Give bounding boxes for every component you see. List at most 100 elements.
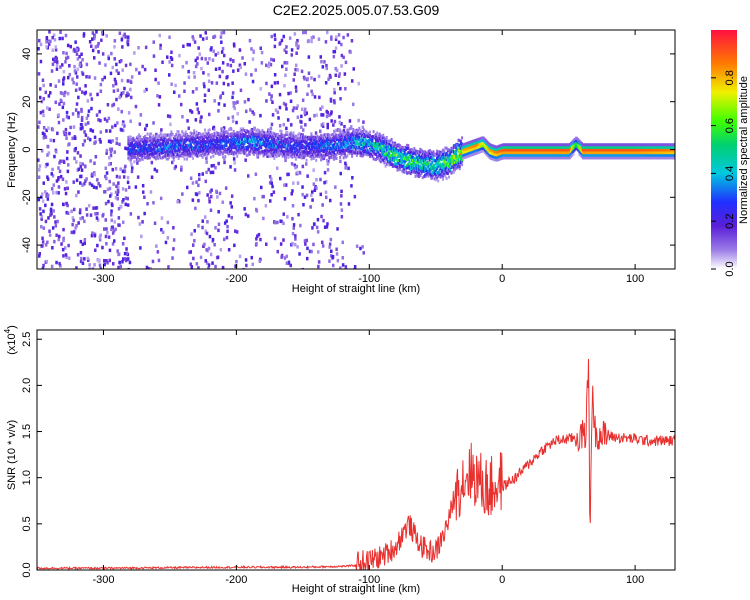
spectrogram-ridge-cell — [257, 140, 260, 144]
spectrogram-ridge-cell — [442, 156, 444, 160]
spectrogram-ridge-cell — [499, 154, 502, 158]
spectrogram-ridge-cell — [254, 144, 257, 147]
spectrogram-noise-cell — [304, 107, 307, 112]
spectrogram-ridge-cell — [571, 143, 574, 147]
spectrogram-noise-cell — [305, 193, 309, 198]
spectrogram-ridge-cell — [570, 155, 572, 158]
spectrogram-ridge-cell — [192, 132, 194, 136]
spectrogram-noise-cell — [126, 42, 130, 47]
spectrogram-noise-cell — [295, 63, 298, 68]
spectrogram-ridge-cell — [360, 143, 363, 147]
spectrogram-ridge-cell — [352, 140, 355, 144]
spectrogram-ridge-cell — [176, 145, 179, 149]
spectrogram-noise-cell — [98, 109, 101, 114]
spectrogram-ridge-cell — [134, 139, 137, 143]
spectrogram-ridge-cell — [464, 142, 467, 146]
spectrogram-ridge-cell — [269, 141, 272, 145]
spectrogram-ridge-cell — [137, 139, 139, 143]
spectrogram-ridge-cell — [203, 134, 206, 138]
spectrogram-ridge-cell — [473, 152, 476, 156]
spectrogram-ridge-cell — [444, 156, 447, 160]
spectrogram-noise-cell — [296, 181, 300, 185]
spectrogram-ridge-cell — [384, 152, 387, 156]
spectrogram-ridge-cell — [566, 153, 569, 157]
spectrogram-ridge-cell — [406, 146, 409, 150]
spectrogram-ridge-cell — [632, 156, 635, 160]
spectrogram-noise-cell — [305, 238, 308, 243]
spectrogram-ridge-cell — [394, 155, 397, 159]
spectrogram-ridge-cell — [604, 143, 607, 147]
spectrogram-ridge-cell — [534, 153, 537, 157]
spectrogram-ridge-cell — [537, 153, 540, 157]
spectrogram-ridge-cell — [565, 153, 568, 157]
spectrogram-ridge-cell — [511, 143, 514, 147]
spectrogram-ridge-cell — [596, 145, 599, 149]
spectrogram-noise-cell — [63, 132, 67, 136]
spectrogram-noise-cell — [127, 111, 131, 115]
spectrogram-ridge-cell — [336, 145, 339, 149]
spectrogram-ridge-cell — [198, 136, 200, 140]
spectrogram-ridge-cell — [554, 145, 557, 149]
spectrogram-ridge-cell — [355, 134, 358, 138]
spectrogram-noise-cell — [38, 207, 42, 211]
spectrogram-ridge-cell — [144, 152, 147, 156]
spectrogram-ridge-cell — [157, 135, 160, 139]
spectrogram-ridge-cell — [305, 140, 308, 144]
spectrogram-ridge-cell — [287, 149, 290, 153]
spectrogram-ridge-cell — [637, 148, 639, 152]
spectrogram-noise-cell — [81, 126, 84, 130]
spectrogram-noise-cell — [122, 220, 125, 224]
spectrogram-ridge-cell — [177, 130, 180, 134]
spectrogram-noise-cell — [250, 73, 253, 77]
spectrogram-noise-cell — [316, 217, 320, 222]
spectrogram-ridge-cell — [278, 148, 281, 152]
spectrogram-ridge-cell — [603, 151, 606, 155]
spectrogram-ridge-cell — [134, 149, 137, 153]
spectrogram-noise-cell — [47, 151, 51, 155]
spectrogram-ridge-cell — [467, 149, 470, 153]
spectrogram-ridge-cell — [358, 146, 361, 149]
spectrogram-ridge-cell — [135, 136, 138, 140]
spectrogram-noise-cell — [311, 92, 314, 97]
spectrogram-ridge-cell — [163, 139, 166, 143]
spectrogram-ridge-cell — [372, 157, 375, 161]
spectrogram-ridge-cell — [468, 154, 471, 158]
spectrogram-noise-cell — [183, 89, 186, 93]
spectrogram-noise-cell — [55, 233, 58, 237]
spectrogram-ridge-cell — [407, 171, 410, 175]
spectrogram-ridge-cell — [440, 166, 443, 169]
spectrogram-ridge-cell — [248, 142, 251, 146]
spectrogram-noise-cell — [156, 250, 160, 254]
spectrogram-noise-cell — [97, 50, 100, 54]
spectrogram-ridge-cell — [559, 151, 562, 155]
spectrogram-noise-cell — [244, 72, 248, 76]
spectrogram-ridge-cell — [311, 153, 314, 157]
spectrogram-ridge-cell — [284, 155, 287, 159]
spectrogram-ridge-cell — [229, 140, 232, 144]
spectrogram-noise-cell — [276, 166, 279, 170]
spectrogram-noise-cell — [270, 122, 274, 127]
spectrogram-ridge-cell — [601, 148, 604, 152]
spectrogram-ridge-cell — [437, 170, 440, 174]
spectrogram-ridge-cell — [188, 137, 191, 141]
spectrogram-ridge-cell — [513, 145, 516, 149]
spectrogram-ridge-cell — [203, 140, 206, 143]
spectrogram-ridge-cell — [251, 147, 254, 151]
spectrogram-ridge-cell — [604, 153, 607, 157]
spectrogram-ridge-cell — [199, 145, 202, 149]
spectrogram-ridge-cell — [532, 148, 535, 152]
spectrogram-ridge-cell — [257, 151, 260, 155]
spectrogram-noise-cell — [75, 224, 78, 228]
spectrogram-ridge-cell — [498, 157, 501, 161]
spectrogram-ridge-cell — [637, 145, 639, 149]
spectrogram-noise-cell — [293, 163, 297, 167]
spectrogram-ridge-cell — [541, 148, 544, 152]
spectrogram-noise-cell — [124, 35, 127, 39]
spectrogram-ridge-cell — [247, 145, 249, 149]
spectrogram-noise-cell — [239, 65, 242, 70]
spectrogram-ridge-cell — [260, 132, 263, 136]
spectrogram-ridge-cell — [176, 130, 179, 134]
spectrogram-noise-cell — [202, 244, 205, 248]
spectrogram-ridge-cell — [230, 135, 233, 139]
spectrogram-ridge-cell — [285, 152, 288, 156]
